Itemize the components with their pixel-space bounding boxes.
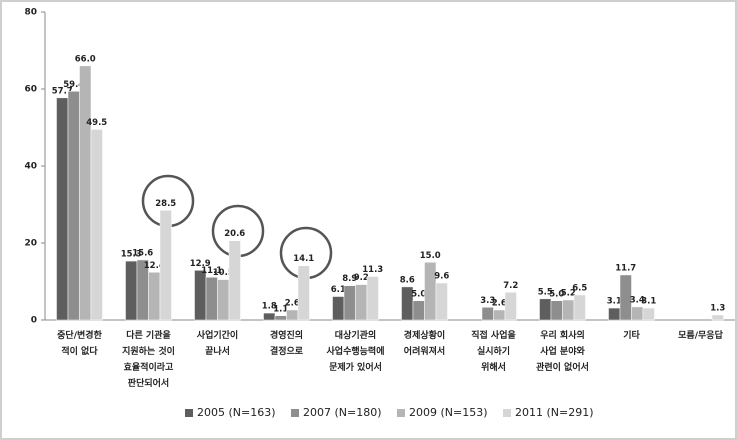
y-tick-label: 0 — [31, 316, 37, 326]
bar — [711, 314, 724, 321]
value-label: 6.1 — [331, 285, 346, 295]
x-tick-label: 우리 회사의 사업 분야와 관련이 없어서 — [536, 331, 589, 373]
x-tick-label: 경제상황이 어려워져서 — [403, 331, 446, 357]
bar — [56, 97, 69, 321]
bar — [67, 91, 80, 321]
y-tick-label: 20 — [24, 239, 37, 249]
value-label: 6.5 — [572, 283, 587, 293]
bar — [148, 272, 161, 321]
value-label: 9.2 — [354, 273, 369, 283]
value-label: 7.2 — [503, 281, 518, 291]
value-label: 15.6 — [132, 248, 153, 258]
bar — [366, 276, 379, 321]
value-label: 5.0 — [549, 289, 564, 299]
bar — [228, 240, 241, 321]
value-label: 12.9 — [190, 259, 211, 269]
bar — [481, 307, 494, 321]
value-label: 49.5 — [86, 118, 107, 128]
value-label: 8.6 — [400, 275, 415, 285]
bar — [125, 260, 138, 321]
x-tick-label: 중단/변경한 적이 없다 — [57, 331, 102, 357]
value-label: 3.4 — [630, 295, 645, 305]
value-label: 11.3 — [362, 265, 383, 275]
bar — [343, 285, 356, 321]
value-label: 14.1 — [293, 254, 314, 264]
legend-swatch — [503, 409, 511, 417]
legend-swatch — [185, 409, 193, 417]
value-label: 3.1 — [641, 297, 656, 307]
x-tick-label: 직접 사업을 실시하기 위해서 — [471, 331, 516, 373]
bar — [493, 309, 506, 321]
bar — [504, 292, 517, 321]
legend-label: 2011 (N=291) — [515, 406, 594, 419]
x-tick-label: 기타 — [623, 331, 640, 341]
value-label: 1.3 — [710, 303, 725, 313]
y-tick-label: 60 — [24, 85, 37, 95]
bar — [90, 129, 103, 321]
bar — [539, 298, 552, 321]
bar — [642, 307, 655, 321]
x-tick-label: 모름/무응답 — [678, 331, 723, 341]
legend-swatch — [397, 409, 405, 417]
x-tick-label: 사업기간이 끝나서 — [196, 331, 239, 357]
y-tick-label: 40 — [24, 162, 37, 172]
value-label: 28.5 — [155, 199, 176, 209]
bar — [435, 282, 448, 321]
value-label: 5.5 — [538, 287, 553, 297]
bar — [619, 274, 632, 321]
bar — [550, 300, 563, 321]
bar — [297, 265, 310, 321]
bar — [562, 299, 575, 321]
value-label: 11.1 — [201, 266, 222, 276]
bar — [573, 294, 586, 321]
bar — [79, 65, 92, 321]
bar — [355, 284, 368, 321]
x-tick-label: 다른 기관을 지원하는 것이 효율적이라고 판단되어서 — [122, 331, 175, 389]
value-label: 11.7 — [615, 263, 636, 273]
x-tick-label: 경영진의 결정으로 — [269, 331, 304, 357]
bar — [217, 279, 230, 321]
bar — [159, 210, 172, 321]
value-label: 20.6 — [224, 229, 245, 239]
value-label: 15.3 — [121, 250, 142, 260]
value-label: 2.6 — [285, 298, 300, 308]
value-label: 8.9 — [342, 274, 357, 284]
value-label: 5.2 — [561, 288, 576, 298]
bar — [608, 307, 621, 321]
legend-label: 2005 (N=163) — [197, 406, 276, 419]
value-label: 12.4 — [144, 261, 165, 271]
value-label: 1.1 — [273, 304, 288, 314]
value-label: 3.1 — [607, 297, 622, 307]
y-tick-label: 80 — [24, 8, 37, 18]
value-label: 5.0 — [411, 289, 426, 299]
value-label: 66.0 — [75, 54, 96, 64]
bar — [274, 315, 287, 321]
value-label: 15.0 — [420, 251, 441, 261]
bar — [412, 300, 425, 321]
bar — [194, 270, 207, 321]
bar — [631, 306, 644, 321]
value-label: 59.4 — [63, 80, 84, 90]
value-label: 2.6 — [492, 298, 507, 308]
legend-label: 2009 (N=153) — [409, 406, 488, 419]
bar — [332, 296, 345, 321]
legend-swatch — [291, 409, 299, 417]
bar — [286, 309, 299, 321]
bar — [205, 277, 218, 321]
value-label: 1.8 — [262, 302, 277, 312]
value-label: 57.7 — [52, 86, 73, 96]
value-label: 3.3 — [480, 296, 495, 306]
value-label: 9.6 — [434, 272, 449, 282]
legend-label: 2007 (N=180) — [303, 406, 382, 419]
x-tick-label: 대상기관의 사업수행능력에 문제가 있어서 — [326, 331, 385, 373]
value-label: 10.5 — [213, 268, 234, 278]
